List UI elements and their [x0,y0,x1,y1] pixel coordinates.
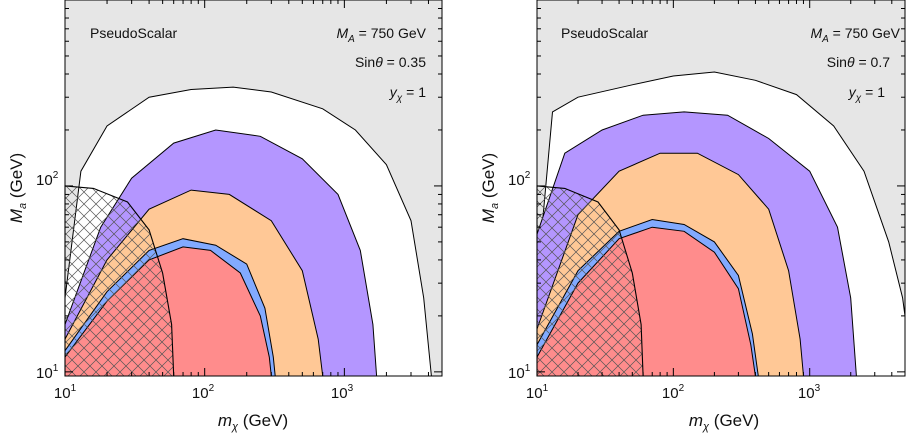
right-ytick-10: 101 [508,363,531,382]
right-xtick-1: 101 [526,383,549,402]
left-ticks [64,0,443,376]
left-ma-label: MA = 750 GeV [336,25,426,45]
right-xtick-3: 103 [798,383,821,402]
left-ytick-100: 102 [36,170,59,189]
left-sin-label: Sinθ = 0.35 [355,54,426,70]
right-ytick-100: 102 [508,170,531,189]
left-ytick-10: 101 [36,363,59,382]
right-model-label: PseudoScalar [561,25,649,41]
right-ma-label: MA = 750 GeV [810,25,900,45]
left-xtick-1: 101 [54,383,77,402]
left-plot-area [64,0,443,377]
right-xtick-2: 102 [662,383,685,402]
right-frame [536,0,906,377]
left-yx-label: yχ = 1 [389,84,426,104]
left-xtick-2: 102 [192,383,215,402]
left-panel: PseudoScalar MA = 750 GeV Sinθ = 0.35 yχ… [7,0,443,433]
right-yx-label: yχ = 1 [848,84,885,104]
left-frame [64,0,443,377]
left-x-axis-label: mχ (GeV) [218,411,288,433]
right-panel: PseudoScalar MA = 750 GeV Sinθ = 0.7 yχ … [479,0,906,433]
right-sin-label: Sinθ = 0.7 [827,54,890,70]
left-model-label: PseudoScalar [90,25,178,41]
right-y-axis-label: Ma (GeV) [479,153,501,223]
left-xtick-3: 103 [331,383,354,402]
right-plot-area [536,0,906,377]
right-ticks [536,0,906,376]
left-y-axis-label: Ma (GeV) [7,153,29,223]
right-x-axis-label: mχ (GeV) [689,411,759,433]
